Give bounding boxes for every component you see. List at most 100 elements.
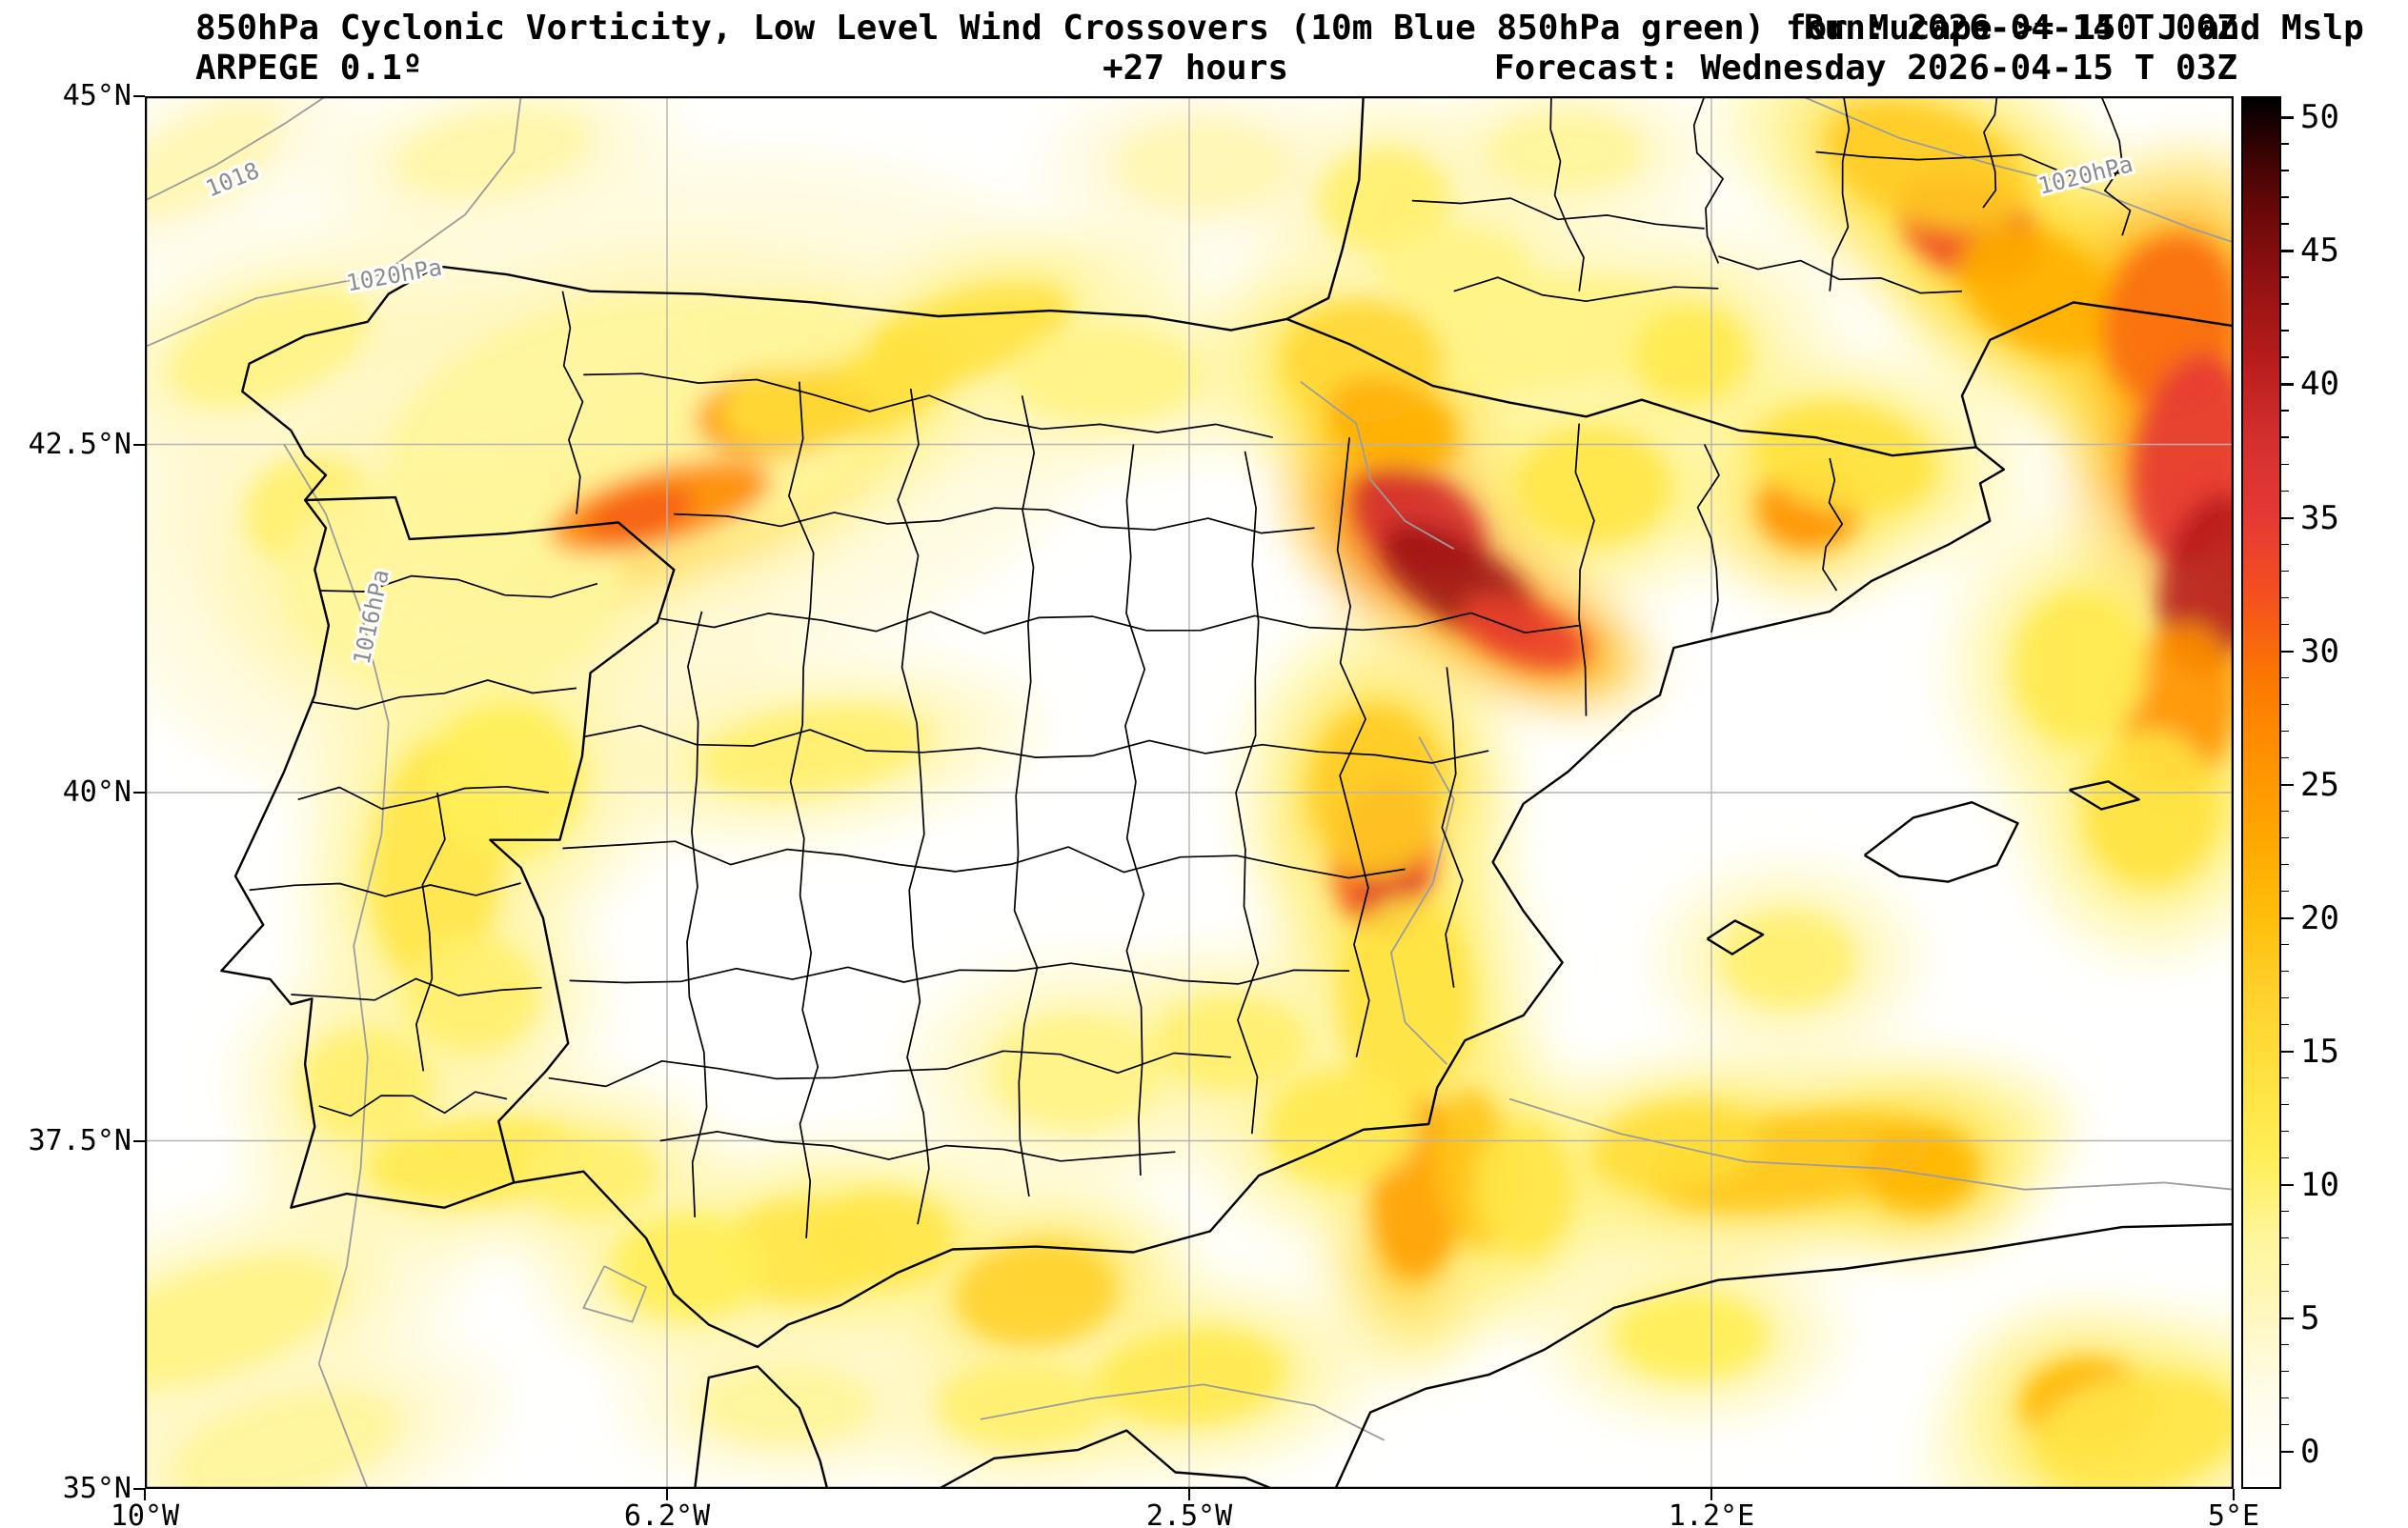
x-tick-mark (1710, 1489, 1712, 1500)
heat-layer (145, 96, 2234, 1489)
colorbar-major-tick (2281, 650, 2294, 653)
province-boundary (249, 882, 521, 897)
vorticity-core (1753, 404, 1933, 513)
coastline (694, 1365, 829, 1489)
colorbar-minor-tick (2281, 1156, 2289, 1159)
colorbar-major-tick (2281, 1317, 2294, 1320)
vorticity-core (1614, 1293, 1768, 1379)
colorbar-minor-tick (2281, 1290, 2289, 1293)
province-boundary (1696, 444, 1720, 633)
province-boundary (1815, 151, 2123, 177)
colorbar-major-tick (2281, 1450, 2294, 1454)
province-boundary (659, 611, 1580, 634)
colorbar-minor-tick (2281, 276, 2289, 278)
vorticity-core (1863, 1125, 1978, 1212)
coastline (2068, 780, 2140, 811)
vorticity-core (300, 1028, 435, 1142)
isobar-contour (1801, 96, 2234, 244)
figure-title: 850hPa Cyclonic Vorticity, Low Level Win… (195, 9, 2364, 48)
isobar-contour (1300, 380, 1455, 550)
province-boundary (686, 611, 708, 1217)
colorbar-minor-tick (2281, 543, 2289, 546)
province-boundary (1718, 255, 1963, 294)
province-boundary (659, 1131, 1176, 1162)
lead-time-label: +27 hours (1103, 49, 1289, 88)
colorbar-minor-tick (2281, 730, 2289, 733)
province-boundary (897, 388, 930, 1225)
colorbar (2241, 96, 2281, 1489)
colorbar-minor-tick (2281, 836, 2289, 839)
colorbar-minor-tick (2281, 463, 2289, 465)
colorbar-major-tick (2281, 116, 2294, 119)
colorbar-minor-tick (2281, 170, 2289, 171)
colorbar-minor-tick (2281, 570, 2289, 573)
province-boundary (583, 372, 1273, 439)
plot-frame (145, 96, 2234, 1489)
province-boundary (1829, 96, 1851, 292)
vorticity-core (1958, 225, 2118, 357)
province-boundary (291, 977, 542, 1001)
run-label: Run: 2026-04-14 T 00Z (1803, 9, 2237, 48)
x-tick-label: 5°E (2207, 1499, 2260, 1528)
province-boundary (1235, 451, 1260, 1135)
vorticity-core (699, 1367, 872, 1444)
vorticity-core (1721, 912, 1855, 1008)
colorbar-minor-tick (2281, 1423, 2289, 1426)
y-tick-mark (133, 792, 145, 794)
vorticity-core (1633, 306, 1749, 402)
colorbar-minor-tick (2281, 970, 2289, 973)
vorticity-core (398, 111, 588, 193)
colorbar-minor-tick (2281, 623, 2289, 626)
vorticity-core (1516, 429, 1669, 544)
coastline (305, 495, 676, 1183)
colorbar-minor-tick (2281, 223, 2289, 225)
colorbar-tick-label: 20 (2300, 898, 2339, 937)
colorbar-major-tick (2281, 1050, 2294, 1054)
x-tick-mark (1188, 1489, 1190, 1500)
vorticity-core (955, 1241, 1118, 1347)
vorticity-core (1475, 1122, 1571, 1257)
coastline (220, 96, 2006, 1349)
isobar-contour (980, 1383, 1386, 1441)
colorbar-tick-label: 10 (2300, 1165, 2339, 1204)
isobar-contour (1508, 1097, 2234, 1191)
colorbar-minor-tick (2281, 596, 2289, 599)
colorbar-tick-label: 35 (2300, 498, 2339, 537)
vorticity-core (170, 286, 371, 409)
province-boundary (1453, 276, 1719, 303)
grid-layer (145, 96, 2234, 1489)
province-boundary (569, 962, 1350, 985)
vorticity-core (1010, 327, 1202, 423)
province-boundary (1822, 457, 1844, 592)
colorbar-minor-tick (2281, 810, 2289, 813)
colorbar-major-tick (2281, 1183, 2294, 1187)
colorbar-minor-tick (2281, 1236, 2289, 1239)
vorticity-core (430, 702, 583, 855)
province-boundary (1692, 96, 1724, 264)
colorbar-tick-label: 15 (2300, 1032, 2339, 1071)
province-boundary (297, 785, 549, 810)
colorbar-minor-tick (2281, 996, 2289, 999)
y-tick-mark (133, 1139, 145, 1142)
colorbar-minor-tick (2281, 1397, 2289, 1399)
colorbar-minor-tick (2281, 303, 2289, 305)
y-tick-label: 35°N (62, 1472, 132, 1505)
colorbar-minor-tick (2281, 143, 2289, 145)
coastline (938, 1429, 1274, 1489)
vorticity-core (172, 1392, 395, 1489)
forecast-label: Forecast: Wednesday 2026-04-15 T 03Z (1493, 49, 2237, 88)
isobar-contour (1389, 736, 1455, 1065)
province-boundary (1441, 667, 1464, 988)
vorticity-core (1338, 896, 1472, 1107)
colorbar-minor-tick (2281, 410, 2289, 412)
vorticity-core (2032, 1374, 2234, 1489)
colorbar-major-tick (2281, 383, 2294, 386)
vorticity-core (145, 105, 277, 213)
colorbar-minor-tick (2281, 1263, 2289, 1266)
colorbar-minor-tick (2281, 1103, 2289, 1106)
x-tick-mark (144, 1489, 146, 1500)
y-tick-mark (133, 1488, 145, 1490)
colorbar-tick-label: 50 (2300, 98, 2339, 137)
province-boundary (1336, 437, 1370, 1057)
